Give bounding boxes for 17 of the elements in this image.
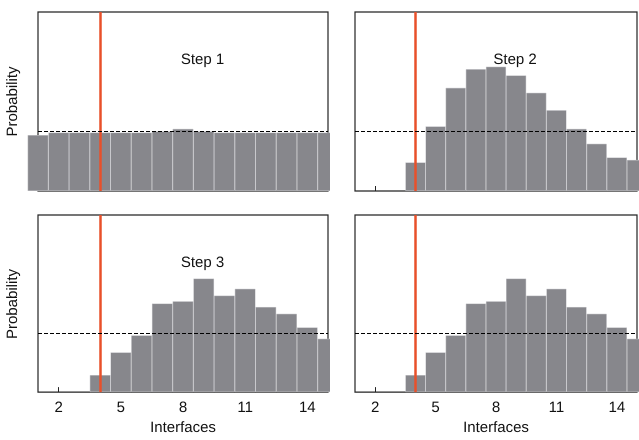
y-axis-title: Probability <box>4 268 21 340</box>
x-tick-label: 5 <box>116 399 126 416</box>
x-tick-label: 14 <box>608 399 626 416</box>
x-axis-title: Interfaces <box>463 419 529 436</box>
chart-title: Step 3 <box>180 254 224 271</box>
x-axis-title: Interfaces <box>150 419 216 436</box>
chart-title: Step 2 <box>493 51 537 68</box>
x-tick-label: 5 <box>431 399 440 416</box>
x-tick-label: 2 <box>54 399 63 416</box>
x-tick-label: 11 <box>548 399 564 416</box>
x-tick-label: 8 <box>492 399 500 416</box>
x-tick-label: 14 <box>298 399 316 416</box>
x-tick-label: 8 <box>178 399 188 416</box>
x-tick-label: 2 <box>370 399 380 416</box>
y-axis-title: Probability <box>4 66 21 137</box>
chart-title: Step 1 <box>180 51 224 68</box>
x-tick-label: 11 <box>237 399 253 416</box>
